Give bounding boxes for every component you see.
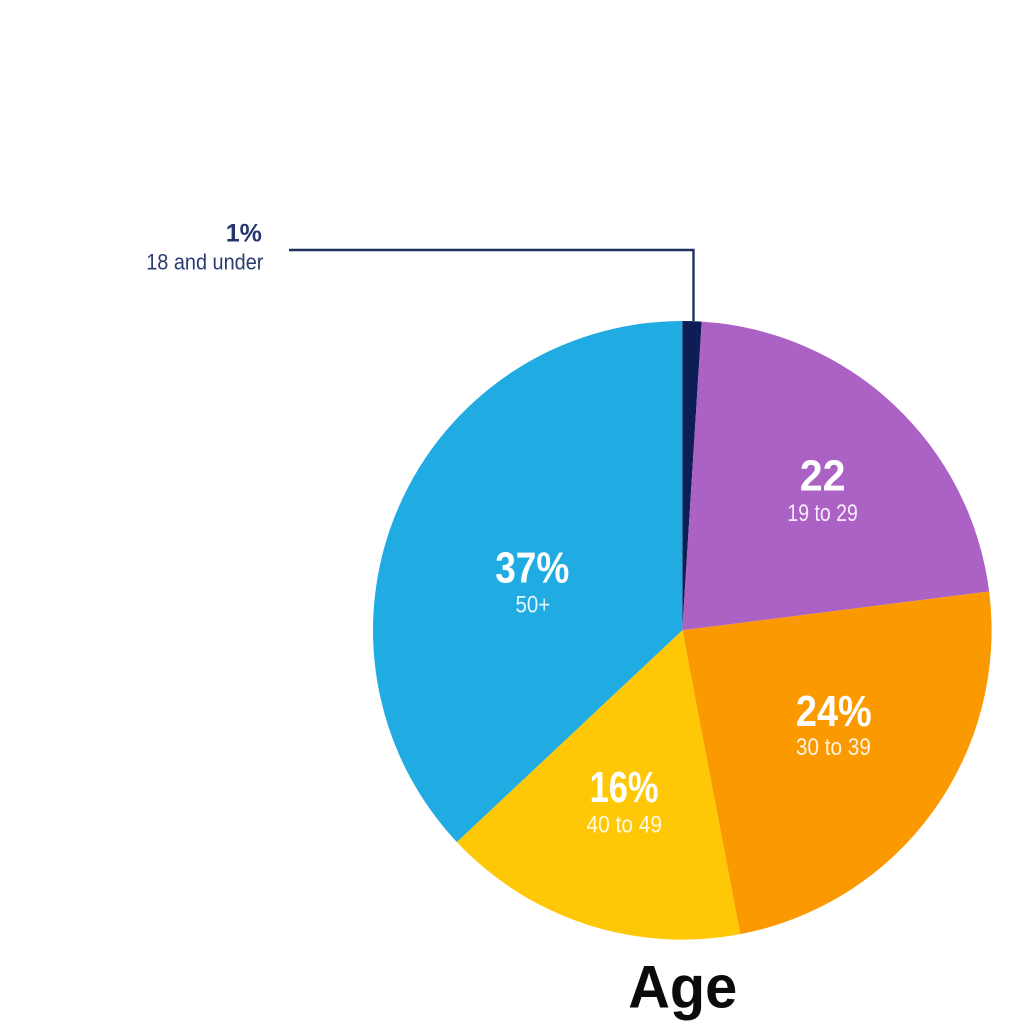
svg-text:24%: 24%: [796, 687, 872, 736]
svg-text:19 to 29: 19 to 29: [787, 500, 858, 527]
svg-text:30 to 39: 30 to 39: [796, 734, 871, 761]
svg-text:22: 22: [800, 452, 846, 501]
svg-text:18 and under: 18 and under: [146, 250, 263, 275]
svg-text:40 to 49: 40 to 49: [587, 812, 663, 839]
svg-text:1%: 1%: [226, 219, 262, 247]
svg-text:50+: 50+: [515, 592, 550, 619]
svg-text:37%: 37%: [495, 543, 569, 592]
svg-text:16%: 16%: [590, 763, 659, 812]
svg-text:Age: Age: [628, 954, 737, 1021]
